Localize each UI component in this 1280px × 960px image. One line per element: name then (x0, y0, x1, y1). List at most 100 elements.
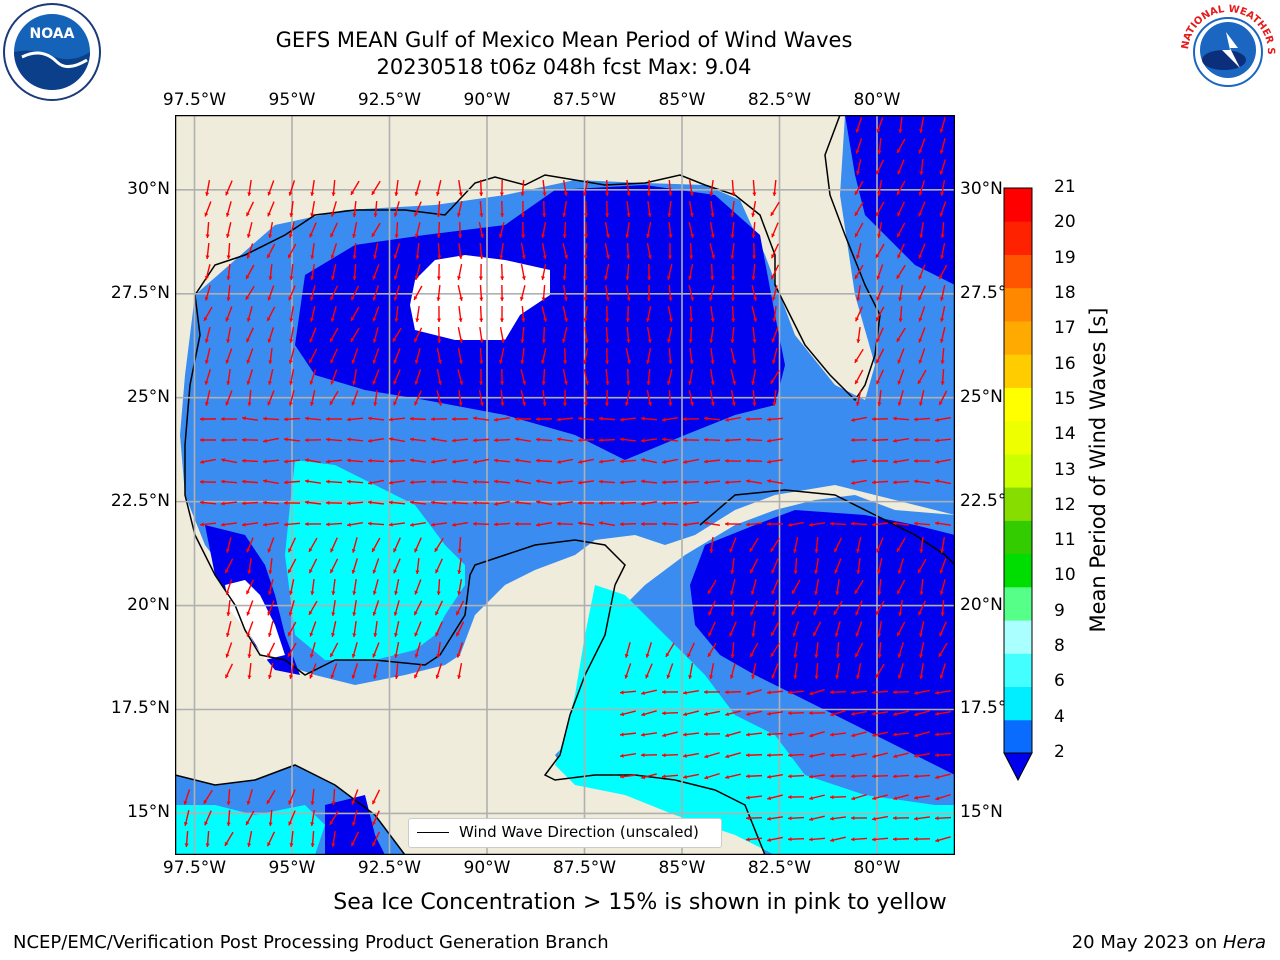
wind-wave-arrowhead (683, 522, 687, 527)
coastline-cuba (699, 489, 955, 566)
wind-wave-arrowhead (620, 522, 624, 527)
wind-wave-arrowhead (578, 459, 582, 464)
wind-wave-arrowhead (437, 255, 442, 259)
wind-wave-arrowhead (242, 437, 246, 442)
wind-wave-arrowhead (893, 712, 898, 717)
wind-wave-arrowhead (856, 570, 861, 574)
wind-wave-arrowhead (855, 254, 860, 259)
wind-wave-arrowhead (287, 652, 292, 657)
wind-wave-arrowhead (750, 653, 754, 658)
wind-wave-arrowhead (393, 569, 398, 574)
wind-wave-arrowhead (330, 212, 335, 217)
wind-wave-arrowhead (326, 417, 330, 422)
wind-wave-arrowhead (225, 632, 230, 637)
wind-wave-arrowhead (770, 652, 775, 657)
wind-wave-arrowhead (221, 416, 225, 422)
wind-wave-arrowhead (788, 816, 792, 821)
wind-wave-arrowhead (452, 459, 456, 464)
wind-wave-arrowhead (875, 610, 880, 615)
wind-wave-arrowhead (246, 632, 251, 637)
wind-wave-arrowhead (746, 437, 750, 442)
wind-wave-arrowhead (788, 774, 792, 779)
wind-wave-arrowhead (352, 213, 357, 217)
wind-wave-arrowhead (662, 774, 666, 779)
wind-wave-arrowhead (583, 402, 588, 406)
wind-wave-arrowhead (479, 255, 484, 259)
wind-wave-arrowhead (414, 611, 418, 616)
wind-wave-arrowhead (414, 380, 419, 385)
wind-wave-arrowhead (746, 458, 750, 463)
wind-wave-arrowhead (683, 459, 687, 464)
wind-wave-arrowhead (578, 521, 582, 526)
wind-wave-arrowhead (752, 360, 757, 364)
wind-wave-arrowhead (872, 438, 876, 443)
wind-wave-arrowhead (536, 522, 540, 527)
wind-wave-arrowhead (413, 296, 418, 300)
wind-wave-arrowhead (704, 754, 709, 759)
wind-wave-arrowhead (225, 191, 230, 196)
wind-wave-arrowhead (478, 381, 484, 385)
wind-wave-arrowhead (875, 673, 880, 678)
wind-wave-arrowhead (746, 774, 750, 779)
axis-tick-label: 30°N (960, 178, 1003, 199)
wind-wave-arrowhead (563, 381, 568, 385)
wind-wave-arrowhead (746, 711, 750, 716)
wind-wave-arrowhead (479, 318, 484, 322)
wind-wave-arrowhead (452, 479, 456, 484)
wind-wave-arrowhead (625, 234, 630, 238)
wind-wave-arrowhead (309, 338, 314, 343)
wind-wave-arrowhead (896, 190, 901, 195)
wind-wave-arrowhead (770, 547, 775, 552)
wind-wave-arrowhead (620, 459, 624, 464)
wind-wave-arrowhead (473, 459, 477, 464)
wind-wave-arrowhead (310, 843, 315, 847)
wind-wave-arrowhead (520, 360, 525, 364)
wind-wave-arrowhead (704, 459, 708, 464)
wind-wave-arrowhead (330, 296, 334, 301)
wind-wave-arrowhead (414, 233, 419, 238)
wind-wave-arrowhead (331, 591, 336, 595)
wind-wave-arrowhead (814, 549, 819, 553)
colorbar-segment (1004, 686, 1032, 721)
axis-tick-label: 97.5°W (162, 90, 227, 110)
wind-wave-arrowhead (662, 501, 666, 506)
wind-wave-arrowhead (919, 171, 924, 175)
wind-wave-arrowhead (683, 732, 687, 737)
wind-wave-arrowhead (646, 381, 651, 385)
wind-wave-arrowhead (204, 821, 209, 826)
wind-wave-arrowhead (326, 479, 330, 484)
wind-wave-arrowhead (788, 753, 792, 758)
wind-wave-arrowhead (793, 570, 798, 574)
wind-wave-arrowhead (897, 212, 901, 217)
wind-wave-arrowhead (263, 479, 267, 484)
wind-wave-arrowhead (893, 521, 897, 526)
date-text: 20 May 2023 on (1071, 932, 1223, 953)
wind-wave-arrowhead (935, 711, 939, 716)
wind-wave-arrowhead (268, 822, 273, 826)
wind-wave-arrowhead (647, 402, 652, 406)
wind-wave-arrowhead (620, 437, 624, 442)
wind-wave-arrowhead (350, 337, 355, 342)
wind-wave-arrowhead (746, 753, 750, 758)
wind-wave-arrowhead (704, 437, 708, 442)
wind-wave-arrowhead (898, 129, 903, 133)
wind-wave-arrowhead (284, 480, 288, 485)
colorbar-segment (1004, 320, 1032, 355)
axis-tick-label: 25°N (960, 386, 1003, 407)
wind-wave-arrowhead (851, 774, 855, 779)
wind-wave-arrowhead (834, 548, 838, 553)
wind-wave-arrowhead (368, 458, 372, 463)
wind-wave-arrowhead (753, 317, 758, 322)
wind-wave-arrowhead (662, 521, 666, 526)
wind-wave-arrowhead (456, 212, 461, 217)
wind-wave-arrowhead (851, 417, 855, 422)
wind-wave-arrowhead (749, 547, 754, 552)
wind-wave-arrowhead (494, 438, 498, 443)
wind-wave-arrowhead (710, 234, 715, 238)
wind-wave-arrowhead (704, 689, 708, 695)
wind-wave-arrowhead (641, 521, 645, 527)
wind-wave-arrowhead (457, 549, 462, 553)
wind-wave-arrowhead (247, 570, 252, 574)
colorbar-segment (1004, 420, 1032, 455)
wind-wave-arrowhead (542, 255, 547, 259)
